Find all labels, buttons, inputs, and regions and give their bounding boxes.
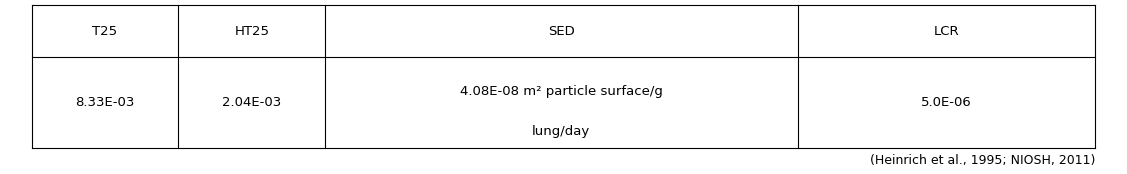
Text: SED: SED [548, 25, 575, 38]
Text: T25: T25 [92, 25, 117, 38]
Text: lung/day: lung/day [532, 125, 591, 138]
Text: (Heinrich et al., 1995; NIOSH, 2011): (Heinrich et al., 1995; NIOSH, 2011) [870, 154, 1095, 167]
Text: LCR: LCR [933, 25, 959, 38]
Text: HT25: HT25 [234, 25, 269, 38]
Text: 4.08E-08 m² particle surface/g: 4.08E-08 m² particle surface/g [460, 85, 663, 98]
Text: 8.33E-03: 8.33E-03 [76, 96, 134, 109]
Text: 2.04E-03: 2.04E-03 [222, 96, 282, 109]
Text: 5.0E-06: 5.0E-06 [921, 96, 971, 109]
